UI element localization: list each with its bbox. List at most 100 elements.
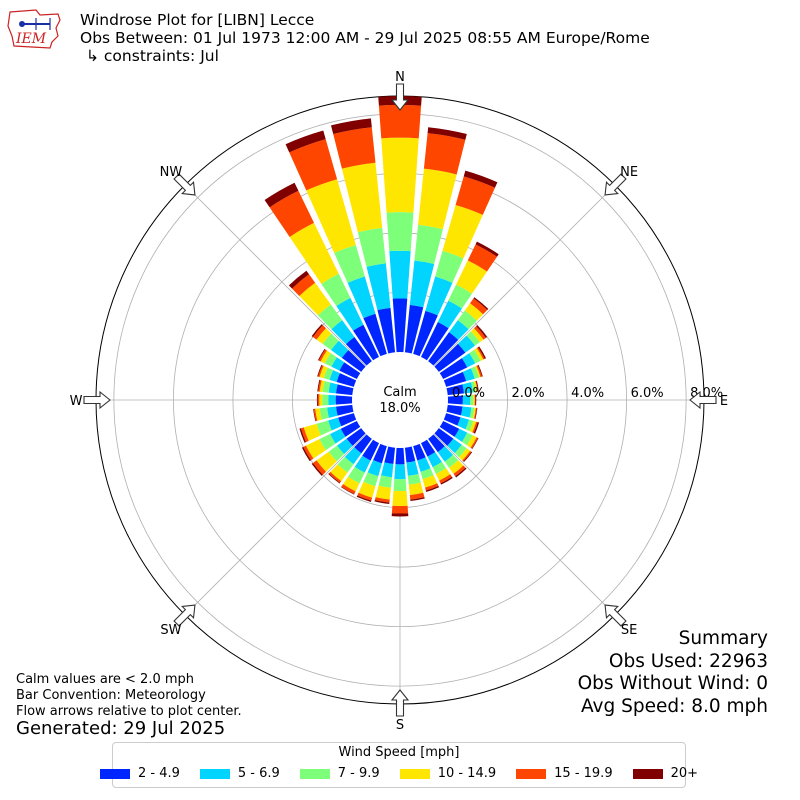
wind-bar-segment bbox=[341, 162, 383, 233]
wind-bar-segment bbox=[476, 365, 482, 378]
wind-bar-segment bbox=[437, 300, 462, 329]
wind-bar-segment bbox=[330, 464, 348, 482]
compass-label: W bbox=[70, 394, 83, 409]
wind-bar-segment bbox=[393, 479, 407, 492]
legend-swatch bbox=[299, 768, 330, 779]
legend-item: 5 - 6.9 bbox=[199, 766, 280, 781]
wind-bar-segment bbox=[316, 394, 318, 406]
wind-bar-segment bbox=[336, 373, 357, 387]
wind-bar-segment bbox=[454, 444, 467, 458]
wind-bar-segment bbox=[406, 460, 419, 476]
wind-bar-segment bbox=[463, 170, 498, 188]
wind-bar-segment bbox=[437, 446, 454, 462]
wind-bar-segment bbox=[475, 241, 499, 257]
wind-bar-segment bbox=[391, 513, 409, 517]
calm-note: Calm values are < 2.0 mph bbox=[16, 672, 195, 687]
generated-date: Generated: 29 Jul 2025 bbox=[16, 718, 226, 739]
wind-bar-segment bbox=[389, 250, 411, 299]
wind-bar-segment bbox=[311, 324, 323, 337]
wind-bar-segment bbox=[324, 353, 337, 367]
legend-label: 5 - 6.9 bbox=[237, 766, 280, 781]
wind-bar-segment bbox=[357, 492, 373, 501]
wind-bar-segment bbox=[312, 325, 326, 340]
wind-bar-segment bbox=[428, 434, 445, 453]
wind-bar-segment bbox=[443, 413, 461, 426]
wind-bar-segment bbox=[340, 420, 361, 437]
wind-bar-segment bbox=[328, 382, 338, 394]
wind-bar-segment bbox=[428, 332, 459, 366]
wind-bar-segment bbox=[467, 244, 498, 272]
wind-bar-segment bbox=[335, 384, 354, 396]
summary-title: Summary bbox=[678, 628, 768, 649]
wind-bar-segment bbox=[311, 463, 323, 476]
legend: Wind Speed [mph] 2 - 4.9 5 - 6.9 7 - 9.9… bbox=[99, 742, 698, 788]
wind-bar-segment bbox=[439, 358, 468, 380]
wind-bar-segment bbox=[377, 307, 396, 354]
wind-bar-segment bbox=[420, 468, 434, 480]
wind-bar-segment bbox=[335, 404, 354, 416]
wind-bar-segment bbox=[319, 394, 323, 406]
calm-circle bbox=[353, 353, 447, 447]
wind-bar-segment bbox=[317, 379, 321, 392]
legend-swatch bbox=[99, 768, 130, 779]
wind-bar-segment bbox=[474, 407, 478, 419]
wind-bar-segment bbox=[303, 423, 321, 441]
wind-bar-segment bbox=[285, 130, 326, 153]
wind-bar-segment bbox=[455, 467, 467, 478]
wind-bar-segment bbox=[456, 260, 487, 294]
wind-bar-segment bbox=[331, 357, 345, 371]
wind-bar-segment bbox=[357, 227, 386, 267]
wind-bar-segment bbox=[471, 437, 479, 449]
wind-bar-segment bbox=[461, 432, 473, 446]
wind-bar-segment bbox=[328, 394, 336, 406]
wind-bar-segment bbox=[313, 408, 318, 422]
wind-bar-segment bbox=[328, 471, 342, 483]
legend-swatch bbox=[199, 768, 230, 779]
wind-bar-segment bbox=[328, 417, 342, 431]
grid-spoke bbox=[433, 184, 616, 367]
wind-bar-segment bbox=[457, 417, 470, 430]
wind-bar-segment bbox=[329, 370, 340, 382]
wind-bar-segment bbox=[435, 468, 451, 481]
wind-bar-segment bbox=[476, 325, 488, 338]
flow-arrow bbox=[604, 173, 627, 196]
wind-bar-segment bbox=[413, 443, 426, 461]
wind-bar-segment bbox=[378, 104, 422, 139]
wind-bar-segment bbox=[338, 413, 357, 427]
wind-bar-segment bbox=[457, 310, 477, 330]
legend-item: 15 - 19.9 bbox=[516, 766, 613, 781]
wind-bar-segment bbox=[318, 349, 327, 362]
logo-text: IEM bbox=[15, 31, 47, 47]
legend-item: 2 - 4.9 bbox=[99, 766, 180, 781]
wind-bar-segment bbox=[466, 331, 480, 346]
wind-bar-segment bbox=[476, 347, 485, 360]
wind-bar-segment bbox=[303, 445, 314, 461]
wind-bar-segment bbox=[477, 346, 487, 359]
wind-bar-segment bbox=[374, 497, 390, 503]
compass-label: E bbox=[720, 394, 728, 409]
wind-bar-segment bbox=[318, 365, 324, 378]
legend-label: 15 - 19.9 bbox=[554, 766, 613, 781]
wind-bar-segment bbox=[475, 365, 481, 378]
wind-bar-segment bbox=[414, 224, 443, 264]
summary-avg-speed: Avg Speed: 8.0 mph bbox=[580, 695, 768, 717]
wind-bar-segment bbox=[461, 353, 476, 368]
wind-bar-segment bbox=[446, 404, 463, 416]
wind-bar-segment bbox=[464, 303, 484, 321]
legend-label: 20+ bbox=[670, 766, 699, 781]
wind-bar-segment bbox=[363, 472, 379, 487]
wind-bar-segment bbox=[410, 497, 425, 502]
flow-arrows-note: Flow arrows relative to plot center. bbox=[16, 704, 242, 719]
summary-obs-without-wind: Obs Without Wind: 0 bbox=[577, 673, 768, 694]
wind-bar-segment bbox=[358, 481, 376, 498]
flow-arrow bbox=[390, 689, 410, 717]
wind-bar-segment bbox=[473, 422, 480, 434]
wind-bar-segment bbox=[362, 439, 380, 461]
compass-label: NW bbox=[160, 165, 183, 180]
wind-bar-segment bbox=[391, 505, 409, 514]
wind-bar-segment bbox=[417, 457, 431, 472]
calm-percent: 18.0% bbox=[379, 401, 420, 416]
wind-bar-segment bbox=[313, 408, 316, 422]
legend-swatch bbox=[632, 768, 663, 779]
wind-bar-segment bbox=[471, 381, 476, 393]
